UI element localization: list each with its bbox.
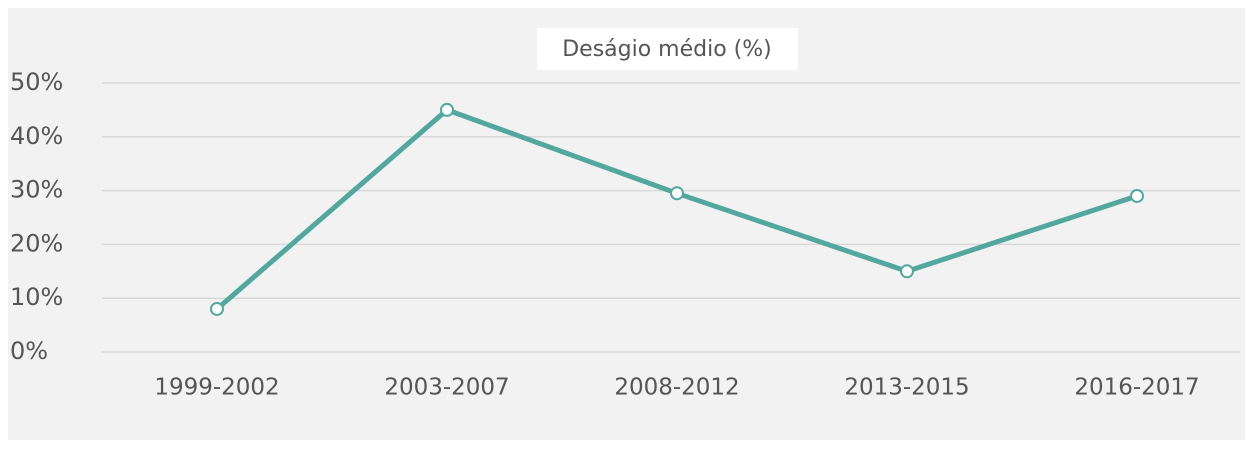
data-point — [1130, 188, 1144, 203]
y-tick-label: 0% — [10, 337, 48, 365]
x-tick-label: 1999-2002 — [154, 375, 279, 401]
data-point — [440, 102, 454, 117]
y-tick-label: 30% — [10, 176, 63, 204]
x-tick-label: 2003-2007 — [384, 375, 509, 401]
y-tick-label: 20% — [10, 229, 63, 257]
y-tick-label: 10% — [10, 283, 63, 311]
x-tick-label: 2016-2017 — [1074, 375, 1199, 401]
chart-title: Deságio médio (%) — [562, 37, 772, 62]
data-point — [900, 264, 914, 279]
plot-background — [8, 8, 1245, 440]
data-point — [670, 186, 684, 201]
y-tick-label: 40% — [10, 122, 63, 150]
y-tick-label: 50% — [10, 68, 63, 96]
title-box — [537, 28, 798, 70]
x-tick-label: 2008-2012 — [614, 375, 739, 401]
x-tick-label: 2013-2015 — [844, 375, 969, 401]
data-point — [210, 301, 224, 316]
